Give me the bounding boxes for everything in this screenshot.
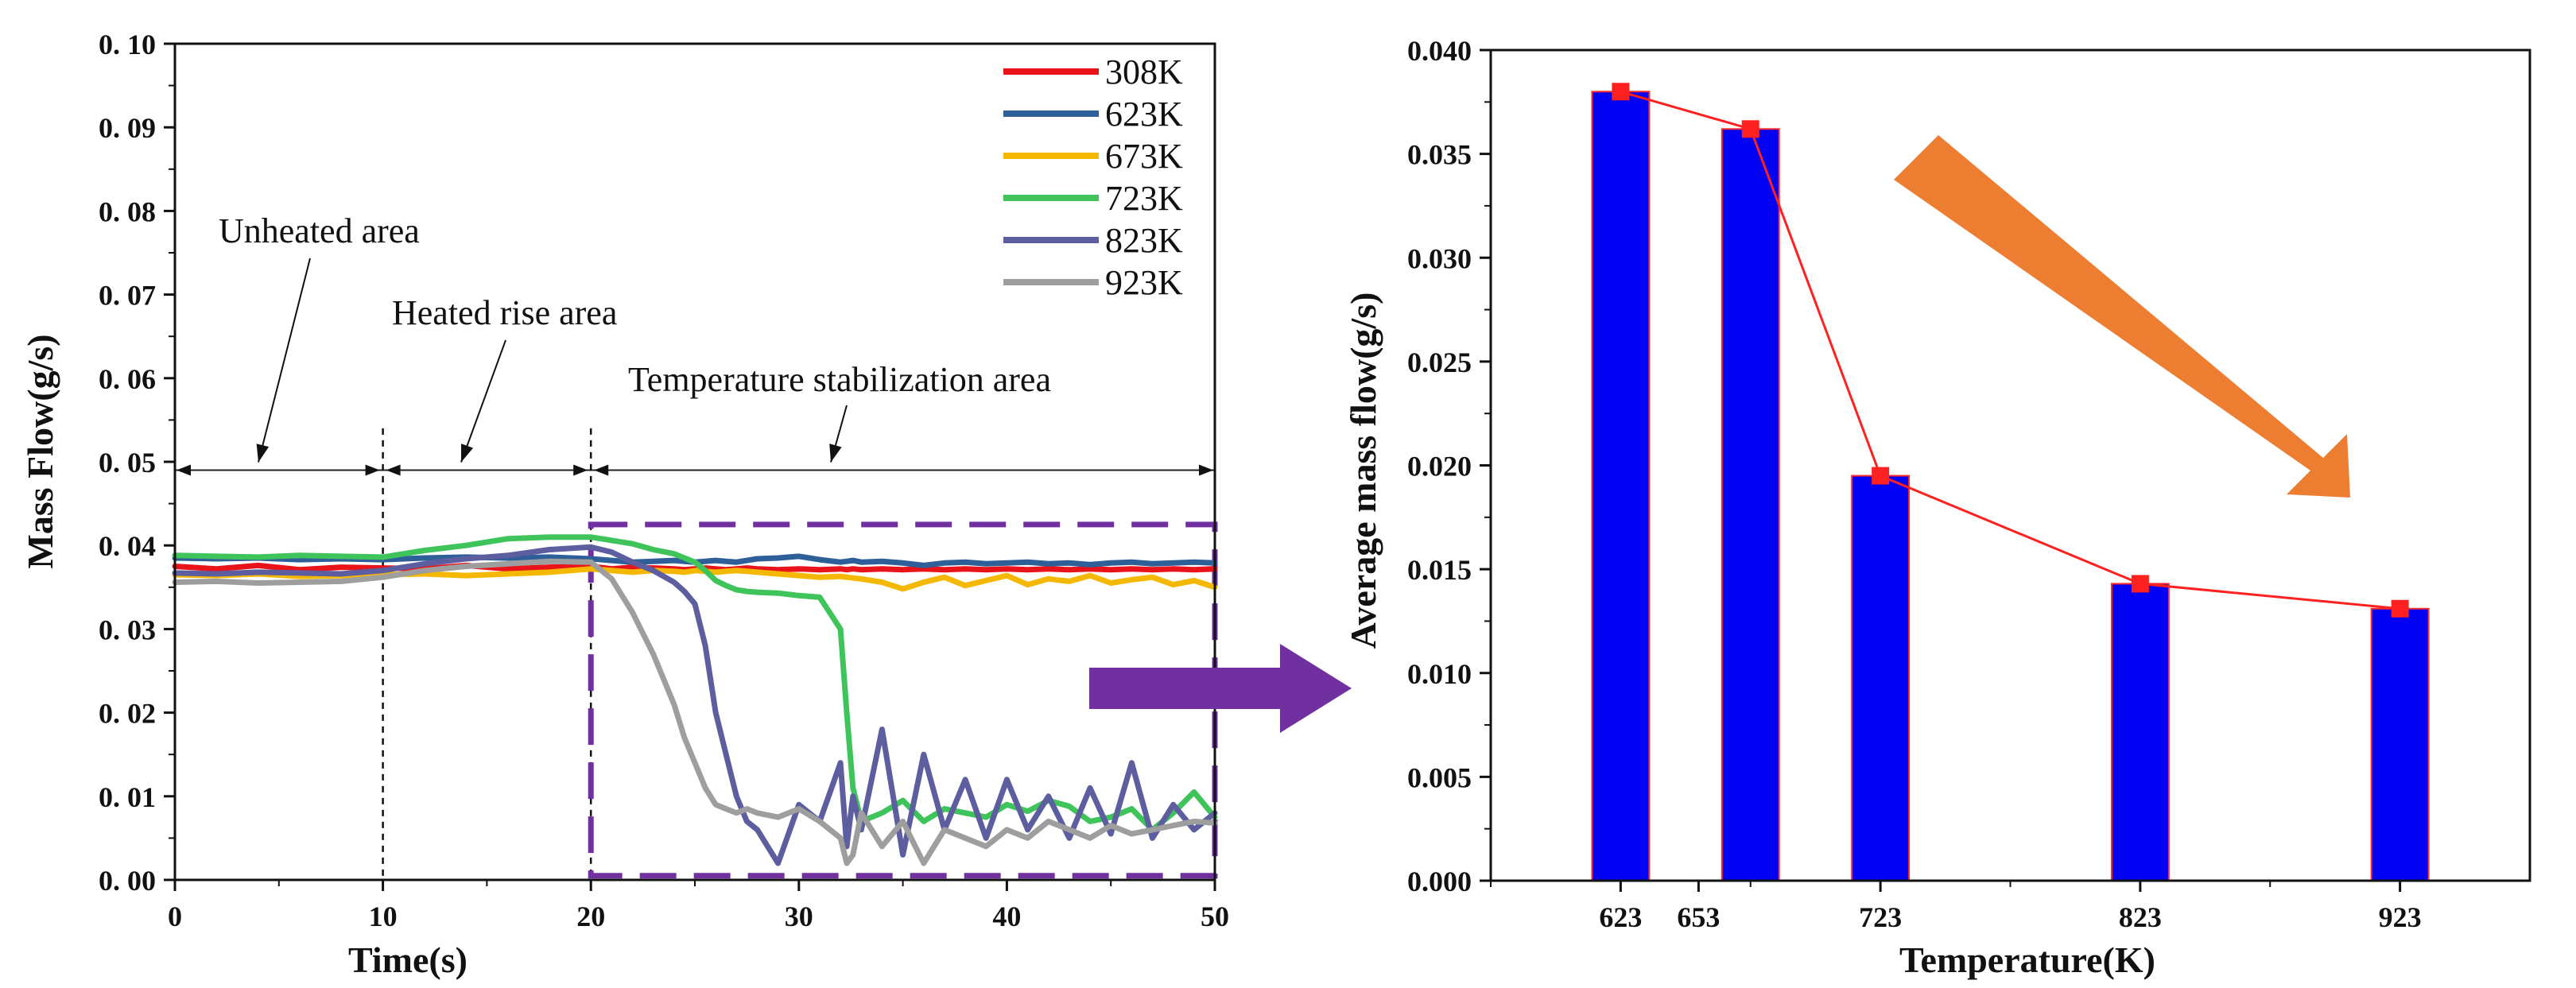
right-chart: 0.000 0.005 0.010 0.015 0.020 0.025 0.030 0.035… (1343, 35, 2531, 980)
y-tick-label: 0.040 (1407, 35, 1472, 67)
y-tick-label: 0.010 (1407, 658, 1472, 690)
series-line-308K (172, 562, 1218, 573)
legend-label-308K: 308K (1105, 52, 1183, 91)
bar-923 (2370, 607, 2430, 881)
legend-label-823K: 823K (1105, 221, 1183, 260)
y-tick-label: 0. 06 (99, 363, 156, 395)
trend-marker-673 (1741, 120, 1759, 138)
legend-label-723K: 723K (1105, 179, 1183, 218)
x-tick-label: 0 (168, 901, 182, 932)
y-tick-label: 0. 10 (99, 29, 156, 60)
y-tick-label: 0.035 (1407, 139, 1472, 171)
region-arrowhead-start (386, 464, 401, 476)
x-tick-label: 823 (2119, 901, 2162, 933)
region-pointer-head (829, 444, 842, 463)
region-annotations: Unheated area Heated rise area Temperature… (175, 211, 1218, 880)
x-tick-label: 40 (992, 901, 1021, 932)
region-pointer (258, 258, 311, 463)
left-plot-frame (173, 42, 1216, 881)
y-tick-label: 0.020 (1407, 451, 1472, 482)
y-tick-label: 0. 04 (99, 530, 156, 562)
bar-723 (1851, 475, 1911, 881)
y-tick-label: 0. 02 (99, 698, 156, 730)
y-tick-label: 0.025 (1407, 347, 1472, 378)
y-tick-label: 0. 01 (99, 781, 156, 813)
y-tick-label: 0. 03 (99, 614, 156, 645)
average-trend-line (1612, 83, 2409, 618)
region-arrowhead-start (177, 464, 191, 476)
region-label: Unheated area (219, 211, 420, 250)
x-tick-label: 10 (369, 901, 398, 932)
series-line-823K (172, 544, 1218, 866)
right-axes: 0.000 0.005 0.010 0.015 0.020 0.025 0.030 0.035… (1407, 35, 2531, 933)
x-tick-label: 653 (1677, 901, 1720, 933)
left-axes: 0. 00 0. 01 0. 02 0. 03 0. 04 0. 05 0. 06 0. 07… (99, 29, 1229, 932)
region-pointer-head (461, 444, 474, 463)
average-mass-flow-bars (1591, 91, 2430, 881)
region-pointer (460, 339, 506, 463)
y-tick-label: 0.015 (1407, 554, 1472, 586)
trend-marker-823 (2131, 575, 2149, 593)
bar-673 (1721, 128, 1780, 881)
x-tick-label: 50 (1201, 901, 1229, 932)
y-tick-label: 0.000 (1407, 866, 1472, 897)
region-pointer-head (256, 444, 270, 463)
series-line-923K (172, 558, 1218, 866)
decreasing-trend-arrow (1894, 135, 2350, 498)
y-tick-label: 0. 09 (99, 112, 156, 144)
legend-label-623K: 623K (1105, 95, 1183, 134)
legend-label-923K: 923K (1105, 263, 1183, 302)
region-label: Temperature stabilization area (628, 360, 1051, 399)
y-tick-label: 0.005 (1407, 761, 1472, 793)
left-chart: Unheated area Heated rise area Temperature… (20, 29, 1229, 980)
x-tick-label: 623 (1599, 901, 1642, 933)
right-x-axis-title: Temperature(K) (1899, 940, 2155, 980)
bar-623 (1591, 91, 1651, 881)
legend-label-673K: 673K (1105, 137, 1183, 176)
region-arrowhead-end (1199, 464, 1213, 476)
bar-823 (2110, 583, 2170, 881)
region-arrowhead-end (365, 464, 380, 476)
trend-marker-923 (2391, 599, 2409, 618)
mass-flow-lines (172, 534, 1218, 866)
x-tick-label: 923 (2379, 901, 2422, 933)
y-tick-label: 0. 00 (99, 865, 156, 897)
x-tick-label: 723 (1859, 901, 1902, 933)
y-tick-label: 0. 05 (99, 447, 156, 479)
x-tick-label: 30 (785, 901, 813, 932)
trend-marker-723 (1872, 467, 1890, 485)
series-line-673K (172, 566, 1218, 592)
region-arrowhead-start (594, 464, 609, 476)
trend-marker-623 (1612, 83, 1630, 101)
right-y-axis-title: Average mass flow(g/s) (1343, 293, 1383, 649)
y-tick-label: 0.030 (1407, 242, 1472, 274)
region-label: Heated rise area (392, 293, 617, 332)
left-x-axis-title: Time(s) (348, 940, 467, 980)
series-line-723K (172, 534, 1218, 833)
left-y-axis-title: Mass Flow(g/s) (20, 334, 60, 568)
region-arrowhead-end (573, 464, 588, 476)
transition-arrow (1089, 644, 1352, 733)
y-tick-label: 0. 08 (99, 196, 156, 227)
x-tick-label: 20 (576, 901, 605, 932)
y-tick-label: 0. 07 (99, 280, 156, 312)
